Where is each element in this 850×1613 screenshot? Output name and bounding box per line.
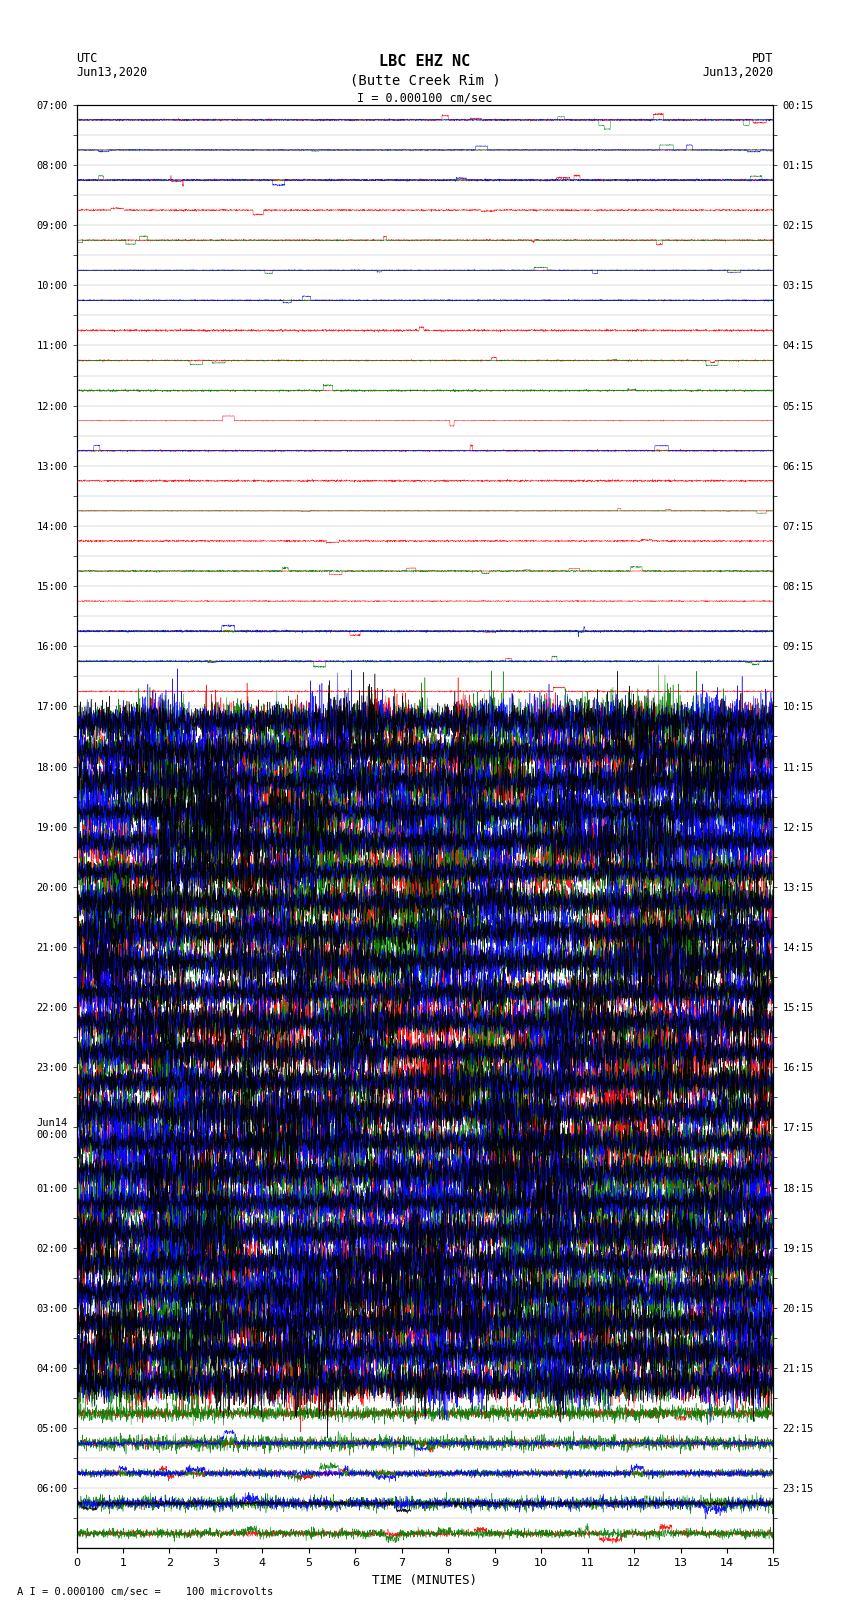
- Text: A I = 0.000100 cm/sec =    100 microvolts: A I = 0.000100 cm/sec = 100 microvolts: [17, 1587, 273, 1597]
- Text: PDT: PDT: [752, 52, 774, 65]
- Text: I = 0.000100 cm/sec: I = 0.000100 cm/sec: [357, 92, 493, 105]
- Text: Jun13,2020: Jun13,2020: [76, 66, 148, 79]
- X-axis label: TIME (MINUTES): TIME (MINUTES): [372, 1574, 478, 1587]
- Text: LBC EHZ NC: LBC EHZ NC: [379, 55, 471, 69]
- Text: UTC: UTC: [76, 52, 98, 65]
- Text: (Butte Creek Rim ): (Butte Creek Rim ): [349, 73, 501, 87]
- Text: Jun13,2020: Jun13,2020: [702, 66, 774, 79]
